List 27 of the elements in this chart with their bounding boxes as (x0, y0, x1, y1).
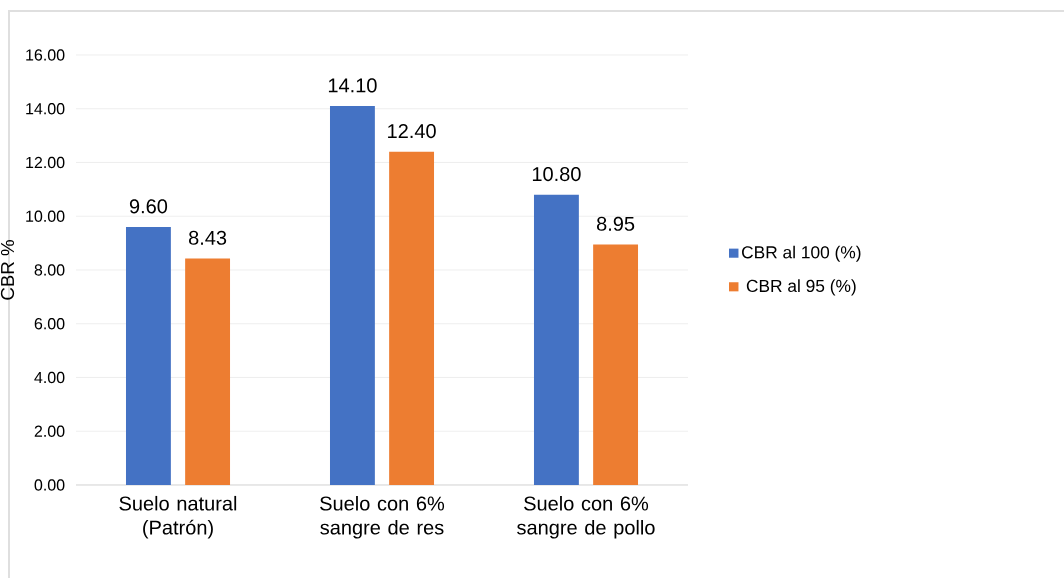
y-tick-label: 6.00 (34, 318, 65, 330)
y-tick-label: 0.00 (34, 479, 65, 491)
bar (185, 258, 231, 485)
legend-label: CBR al 95 (%) (746, 279, 856, 296)
bar (125, 226, 171, 485)
data-label: 12.40 (388, 123, 436, 139)
y-tick-label: 8.00 (34, 264, 65, 276)
bar (329, 106, 375, 485)
data-label: 8.43 (189, 230, 227, 245)
data-label: 14.10 (328, 78, 377, 93)
x-tick-label: Suelo con 6% sangre de res (320, 495, 445, 539)
data-label: 9.60 (129, 199, 168, 214)
y-tick-label: 4.00 (34, 371, 65, 384)
x-tick-label: Suelo natural (Patrón) (119, 495, 237, 539)
y-tick-label: 14.00 (26, 103, 65, 115)
bar (593, 244, 639, 485)
data-label: 8.95 (597, 216, 635, 231)
data-label: 10.80 (532, 166, 581, 182)
y-tick-label: 16.00 (26, 49, 65, 61)
bar (533, 194, 579, 485)
legend-label: CBR al 100 (%) (742, 245, 861, 262)
y-tick-label: 10.00 (26, 210, 65, 222)
y-axis-title: CBR % (0, 240, 15, 300)
y-tick-label: 12.00 (26, 156, 65, 169)
y-tick-label: 2.00 (34, 425, 65, 437)
bar (389, 151, 435, 485)
x-tick-label: Suelo con 6% sangre de pollo (517, 495, 655, 539)
